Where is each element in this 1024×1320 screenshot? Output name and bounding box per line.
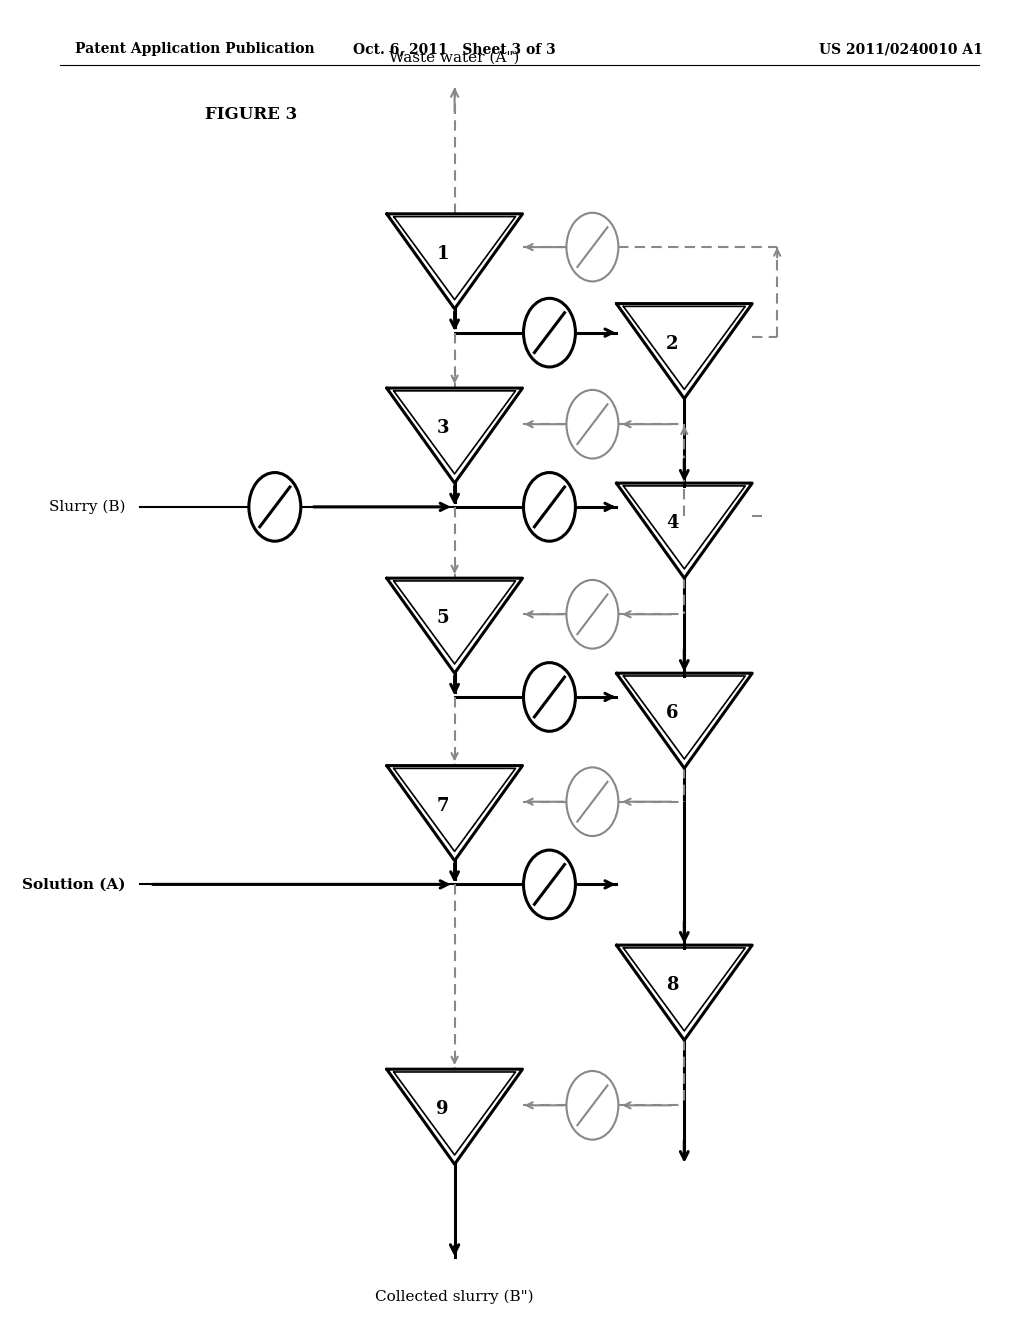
Text: Waste water (A"): Waste water (A") [389,50,520,65]
Circle shape [523,663,575,731]
Text: 7: 7 [436,796,449,814]
Text: 1: 1 [436,244,449,263]
Text: 5: 5 [436,609,449,627]
Text: Slurry (B): Slurry (B) [48,500,125,513]
Circle shape [249,473,301,541]
Text: 9: 9 [436,1100,449,1118]
Text: 4: 4 [666,513,679,532]
Text: FIGURE 3: FIGURE 3 [205,106,297,123]
Text: Solution (A): Solution (A) [22,878,125,891]
Circle shape [523,473,575,541]
Circle shape [523,850,575,919]
Text: Collected slurry (B"): Collected slurry (B") [375,1290,534,1304]
Circle shape [566,1071,618,1139]
Circle shape [566,767,618,836]
Circle shape [523,298,575,367]
Text: 8: 8 [666,975,679,994]
Circle shape [566,579,618,648]
Text: 2: 2 [666,334,679,352]
Circle shape [566,389,618,458]
Text: Patent Application Publication: Patent Application Publication [75,42,314,57]
Text: 3: 3 [436,418,449,437]
Text: Oct. 6, 2011   Sheet 3 of 3: Oct. 6, 2011 Sheet 3 of 3 [353,42,556,57]
Circle shape [566,213,618,281]
Text: US 2011/0240010 A1: US 2011/0240010 A1 [819,42,983,57]
Text: 6: 6 [666,704,679,722]
